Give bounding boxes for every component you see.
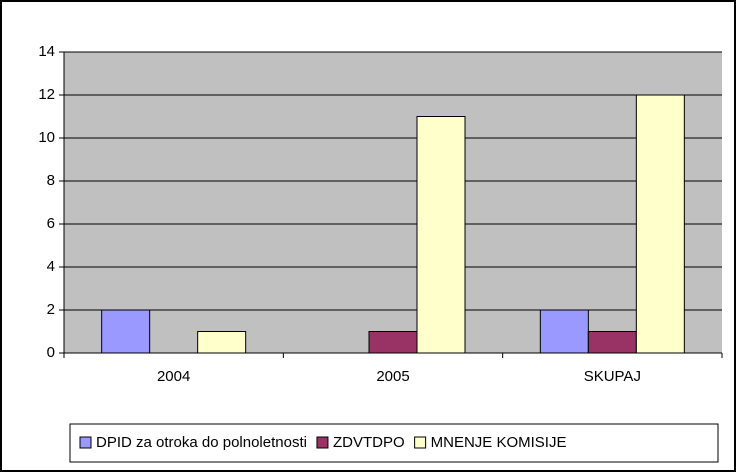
plot-area [64, 52, 722, 353]
bar [101, 309, 151, 354]
legend-box [69, 423, 719, 463]
y-tick-label: 2 [47, 301, 55, 318]
bar [416, 116, 466, 354]
legend-label: MNENJE KOMISIJE [431, 434, 567, 451]
y-tick-label: 14 [38, 43, 55, 60]
legend-swatch [316, 436, 329, 449]
bar [587, 331, 637, 354]
x-tick-label: SKUPAJ [584, 368, 641, 385]
bar [368, 331, 418, 354]
y-tick-label: 4 [47, 258, 55, 275]
y-tick-label: 0 [47, 344, 55, 361]
x-tick-label: 2005 [376, 368, 409, 385]
legend-swatch [414, 436, 427, 449]
legend-label: ZDVTDPO [333, 434, 405, 451]
x-tick-label: 2004 [157, 368, 190, 385]
bar [197, 331, 247, 354]
legend-swatch [79, 436, 92, 449]
legend-label: DPID za otroka do polnoletnosti [96, 434, 307, 451]
y-tick-label: 12 [38, 86, 55, 103]
y-tick-label: 8 [47, 172, 55, 189]
y-tick-label: 6 [47, 215, 55, 232]
bar [635, 94, 685, 354]
y-tick-label: 10 [38, 129, 55, 146]
bar [539, 309, 589, 354]
